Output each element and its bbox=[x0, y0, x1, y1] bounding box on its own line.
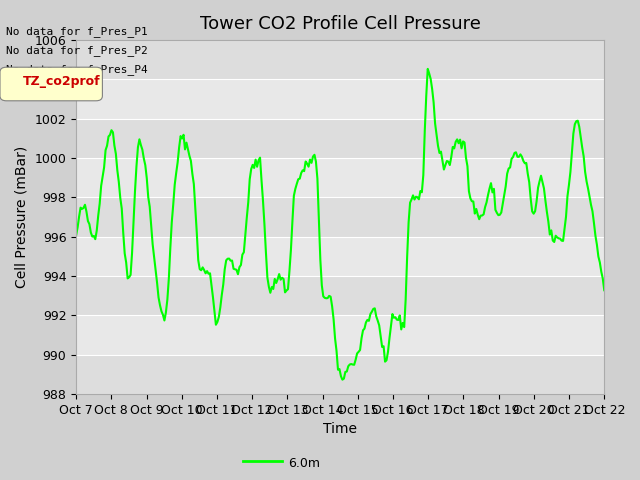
Text: No data for f_Pres_P2: No data for f_Pres_P2 bbox=[6, 45, 148, 56]
Bar bbox=[76, 355, 604, 394]
6.0m bbox=[72, 232, 80, 238]
Bar bbox=[76, 119, 604, 158]
6.0m bbox=[339, 377, 346, 383]
Title: Tower CO2 Profile Cell Pressure: Tower CO2 Profile Cell Pressure bbox=[200, 15, 481, 33]
Text: No data for f_Pres_P4: No data for f_Pres_P4 bbox=[6, 64, 148, 75]
6.0m bbox=[248, 166, 255, 172]
Line: 6.0m: 6.0m bbox=[76, 69, 604, 380]
Text: No data for f_Pres_P1: No data for f_Pres_P1 bbox=[6, 25, 148, 36]
Text: TZ_co2prof: TZ_co2prof bbox=[22, 75, 100, 88]
6.0m bbox=[230, 266, 237, 272]
Y-axis label: Cell Pressure (mBar): Cell Pressure (mBar) bbox=[15, 146, 29, 288]
6.0m bbox=[600, 288, 608, 293]
Bar bbox=[76, 276, 604, 315]
Bar bbox=[76, 237, 604, 276]
6.0m bbox=[137, 142, 145, 148]
X-axis label: Time: Time bbox=[323, 422, 357, 436]
6.0m bbox=[256, 155, 264, 160]
Bar bbox=[76, 197, 604, 237]
6.0m bbox=[424, 66, 431, 72]
Bar bbox=[76, 158, 604, 197]
6.0m bbox=[574, 118, 582, 123]
Bar bbox=[76, 315, 604, 355]
Text: 6.0m: 6.0m bbox=[288, 456, 320, 470]
6.0m bbox=[303, 161, 311, 167]
Bar bbox=[76, 40, 604, 79]
Bar bbox=[76, 79, 604, 119]
